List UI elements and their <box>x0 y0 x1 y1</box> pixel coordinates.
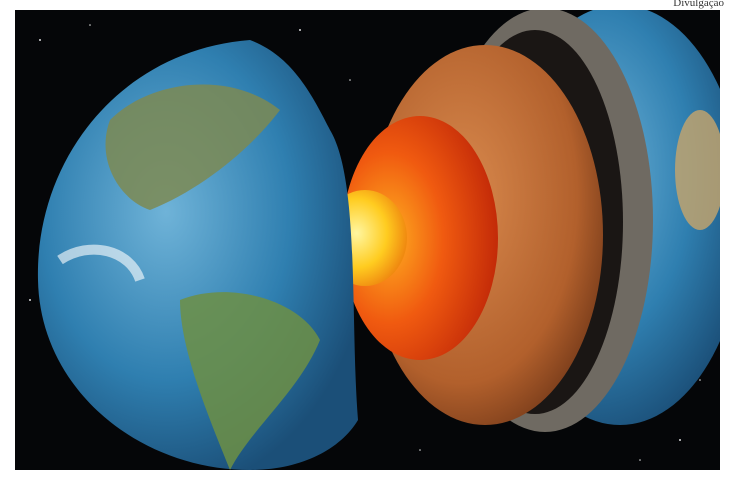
land <box>675 110 720 230</box>
north-america <box>105 84 280 210</box>
photo <box>15 10 720 470</box>
stars <box>29 24 701 461</box>
south-america <box>180 292 320 470</box>
clouds <box>57 244 145 282</box>
photo-credit: Divulgação <box>673 0 724 9</box>
outer-core <box>342 116 498 360</box>
